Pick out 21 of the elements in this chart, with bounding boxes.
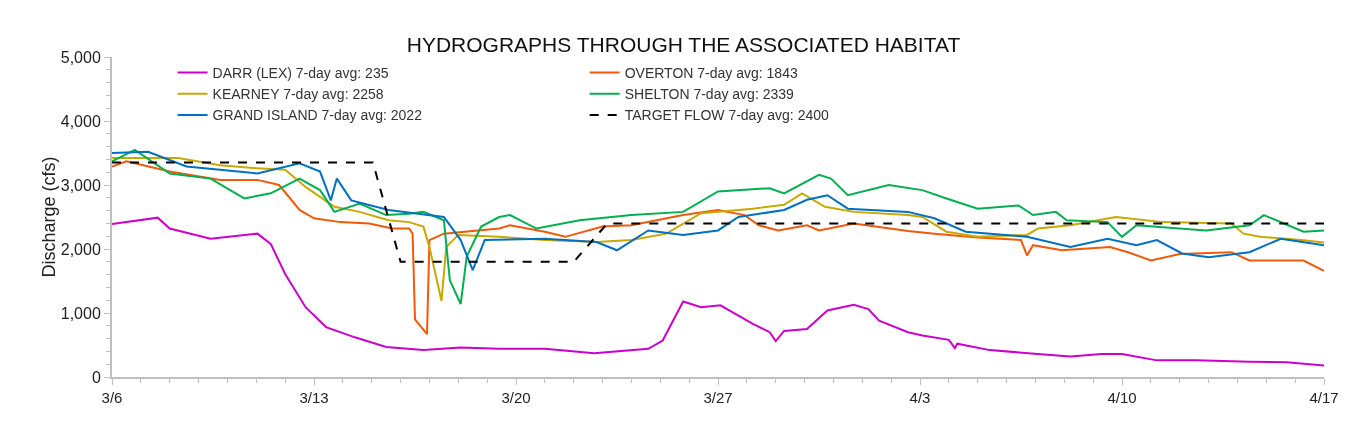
legend-label: SHELTON 7-day avg: 2339 <box>624 86 795 103</box>
x-tick-label: 4/3 <box>909 389 931 406</box>
x-tick-label: 4/10 <box>1107 389 1137 406</box>
legend-label: OVERTON 7-day avg: 1843 <box>624 65 798 82</box>
legend-label: DARR (LEX) 7-day avg: 235 <box>212 65 389 82</box>
legend-label: KEARNEY 7-day avg: 2258 <box>212 86 384 103</box>
legend-label: TARGET FLOW 7-day avg: 2400 <box>624 107 830 124</box>
y-tick-label: 1,000 <box>60 304 101 322</box>
y-tick-label: 2,000 <box>60 240 101 258</box>
x-tick-label: 3/6 <box>101 389 123 406</box>
chart-title: HYDROGRAPHS THROUGH THE ASSOCIATED HABITAT <box>406 32 961 56</box>
legend-label: GRAND ISLAND 7-day avg: 2022 <box>212 107 423 124</box>
y-tick-label: 3,000 <box>60 176 101 194</box>
x-tick-label: 4/17 <box>1309 389 1339 406</box>
y-tick-label: 0 <box>91 368 101 386</box>
y-axis-title: Discharge (cfs) <box>38 156 59 278</box>
y-tick-label: 4,000 <box>60 112 101 130</box>
y-tick-label: 5,000 <box>60 48 101 66</box>
x-tick-label: 3/13 <box>299 389 329 406</box>
x-tick-label: 3/20 <box>501 389 531 406</box>
x-tick-label: 3/27 <box>703 389 733 406</box>
